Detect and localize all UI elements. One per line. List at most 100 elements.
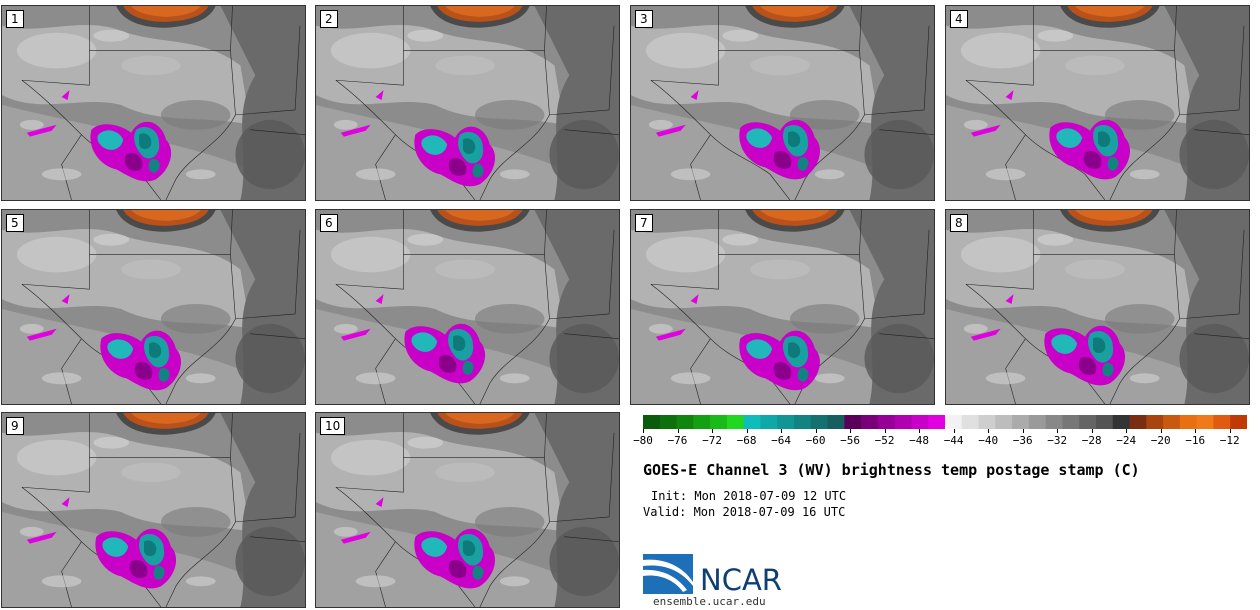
colorbar-tick-mark: [815, 429, 817, 433]
panel-number: 5: [6, 214, 24, 232]
colorbar-tick-mark: [677, 429, 679, 433]
map-image: [946, 210, 1249, 404]
colorbar-swatch: [1129, 415, 1147, 429]
map-panel-5: 5: [1, 209, 306, 405]
colorbar-ticks: −80 −76 −72 −68 −64 −60 −56 −52 −48 −44 −40 −36 −32−…: [633, 429, 1247, 451]
panel-number: 6: [320, 214, 338, 232]
map-panel-9: 9: [1, 412, 306, 608]
colorbar-swatch: [1079, 415, 1097, 429]
colorbar-tick-label: −72: [702, 434, 722, 447]
colorbar-swatch: [659, 415, 678, 429]
colorbar-tick-mark: [746, 429, 748, 433]
colorbar-tick-label: −52: [874, 434, 895, 447]
colorbar-tick-label: −32: [1047, 434, 1068, 447]
init-time: Init: Mon 2018-07-09 12 UTC: [651, 489, 847, 503]
map-image: [2, 210, 305, 404]
colorbar-swatch: [1045, 415, 1063, 429]
colorbar-swatch: [643, 415, 661, 429]
colorbar-tick-label: −12: [1219, 434, 1240, 447]
map-image: [316, 210, 619, 404]
colorbar-swatch: [861, 415, 879, 429]
colorbar-tick-label: −16: [1185, 434, 1206, 447]
colorbar-swatch: [1196, 415, 1214, 429]
map-panel-7: 7: [630, 209, 935, 405]
colorbar-tick-label: −60: [805, 434, 826, 447]
colorbar-swatch: [760, 415, 778, 429]
colorbar-swatch: [794, 415, 812, 429]
colorbar-swatch: [978, 415, 996, 429]
colorbar-swatch: [894, 415, 912, 429]
panel-number: 8: [950, 214, 968, 232]
colorbar-tick-label: −24: [1116, 434, 1137, 447]
colorbar-tick-mark: [712, 429, 714, 433]
colorbar-tick-label: −44: [943, 434, 964, 447]
panel-number: 10: [320, 417, 346, 435]
ncar-url: ensemble.ucar.edu: [653, 595, 766, 608]
colorbar-swatch: [693, 415, 711, 429]
colorbar-tick-label: −20: [1150, 434, 1171, 447]
colorbar-tick-mark: [884, 429, 886, 433]
panel-number: 4: [950, 10, 968, 28]
colorbar-tick-label: −36: [1012, 434, 1033, 447]
map-panel-3: 3: [630, 5, 935, 201]
valid-time: Valid: Mon 2018-07-09 16 UTC: [643, 505, 846, 519]
panel-number: 7: [635, 214, 653, 232]
colorbar-swatch: [1163, 415, 1181, 429]
colorbar-swatch: [1230, 415, 1247, 429]
ncar-logo-icon: [643, 554, 693, 594]
map-panel-4: 4: [945, 5, 1250, 201]
colorbar-swatch: [1213, 415, 1231, 429]
colorbar-tick-label: −80: [633, 434, 653, 447]
colorbar-swatch: [928, 415, 946, 429]
colorbar-tick-label: −48: [909, 434, 930, 447]
colorbar-swatch: [844, 415, 862, 429]
panel-number: 2: [320, 10, 338, 28]
colorbar-swatch: [1028, 415, 1047, 429]
colorbar-swatch: [877, 415, 896, 429]
colorbar-tick-mark: [1229, 429, 1231, 433]
colorbar-tick-mark: [1091, 429, 1093, 433]
map-image: [2, 6, 305, 200]
map-image: [631, 210, 934, 404]
colorbar-swatch: [743, 415, 761, 429]
colorbar-tick-label: −40: [978, 434, 999, 447]
panel-number: 9: [6, 417, 24, 435]
colorbar-tick-label: −56: [840, 434, 861, 447]
colorbar-tick-label: −64: [771, 434, 791, 447]
map-image: [2, 413, 305, 607]
colorbar-swatch: [995, 415, 1013, 429]
colorbar-tick-mark: [1057, 429, 1059, 433]
colorbar-swatch: [911, 415, 929, 429]
map-panel-2: 2: [315, 5, 620, 201]
colorbar-swatch: [1179, 415, 1198, 429]
colorbar-swatch: [827, 415, 845, 429]
panel-number: 1: [6, 10, 24, 28]
colorbar-tick-label: −68: [736, 434, 757, 447]
map-image: [316, 6, 619, 200]
colorbar-tick-mark: [988, 429, 990, 433]
colorbar-tick-label: −76: [667, 434, 688, 447]
colorbar-swatch: [777, 415, 795, 429]
colorbar-swatch: [961, 415, 980, 429]
colorbar-swatch: [1012, 415, 1030, 429]
colorbar-tick-mark: [1195, 429, 1197, 433]
colorbar-tick-mark: [1022, 429, 1024, 433]
colorbar-swatch: [1096, 415, 1114, 429]
colorbar-tick-mark: [953, 429, 955, 433]
panel-number: 3: [635, 10, 653, 28]
map-image: [631, 6, 934, 200]
colorbar-tick-mark: [919, 429, 921, 433]
map-panel-6: 6: [315, 209, 620, 405]
map-panel-10: 10: [315, 412, 620, 608]
colorbar-swatch: [1146, 415, 1164, 429]
colorbar-swatch: [1112, 415, 1131, 429]
map-image: [316, 413, 619, 607]
colorbar-tick-label: −28: [1081, 434, 1102, 447]
colorbar-swatch: [1062, 415, 1080, 429]
colorbar-swatch: [945, 415, 963, 429]
colorbar-swatch: [710, 415, 728, 429]
colorbar-tick-mark: [643, 429, 644, 433]
colorbar-tick-mark: [781, 429, 783, 433]
map-panel-8: 8: [945, 209, 1250, 405]
ncar-logo-text: NCAR: [700, 563, 782, 597]
